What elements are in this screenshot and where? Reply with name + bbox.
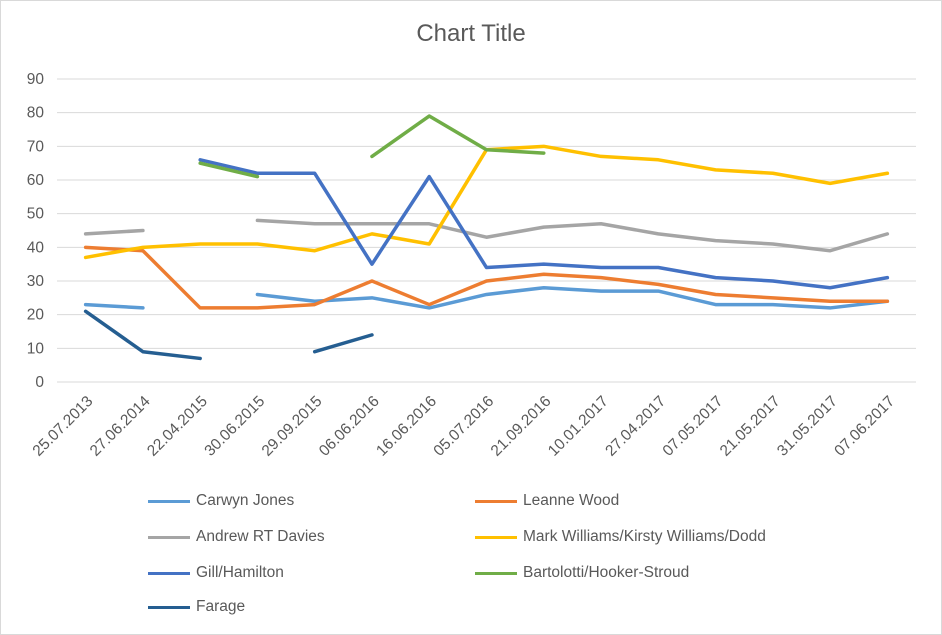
series-line-carwyn-jones [255,285,890,310]
series-line-leanne-wood [83,245,890,310]
series-line-bartolotti-hooker-stroud [370,114,546,159]
y-tick-label: 40 [27,239,45,256]
y-tick-label: 70 [27,138,45,155]
x-tick-label: 21.05.2017 [717,393,784,460]
x-tick-label: 07.06.2017 [831,393,898,460]
y-tick-label: 80 [27,105,45,122]
x-tick-label: 27.06.2014 [87,393,154,460]
x-tick-label: 25.07.2013 [30,393,97,460]
chart-title[interactable]: Chart Title [416,20,526,47]
y-tick-label: 50 [27,206,45,223]
y-tick-label: 20 [27,307,45,324]
x-tick-label: 29.09.2015 [259,393,326,460]
y-tick-label: 0 [35,374,44,391]
y-tick-label: 60 [27,172,45,189]
series-line-andrew-rt-davies [83,228,145,236]
y-tick-label: 10 [27,340,45,357]
x-tick-label: 27.04.2017 [602,393,669,460]
x-tick-label: 30.06.2015 [201,393,268,460]
x-tick-label: 05.07.2016 [430,393,497,460]
x-tick-label: 07.05.2017 [660,393,727,460]
x-tick-label: 21.09.2016 [488,393,555,460]
y-tick-label: 30 [27,273,45,290]
x-tick-label: 31.05.2017 [774,393,841,460]
y-tick-label: 90 [27,71,45,88]
x-tick-label: 22.04.2015 [144,393,211,460]
series-line-farage [312,333,374,354]
x-tick-label: 10.01.2017 [545,393,612,460]
series-line-farage [83,309,202,361]
x-tick-label: 06.06.2016 [316,393,383,460]
x-tick-label: 16.06.2016 [373,393,440,460]
series-line-gill-hamilton [198,158,890,290]
series-line-carwyn-jones [83,302,145,310]
series-line-bartolotti-hooker-stroud [198,161,260,179]
series-line-andrew-rt-davies [255,218,890,253]
